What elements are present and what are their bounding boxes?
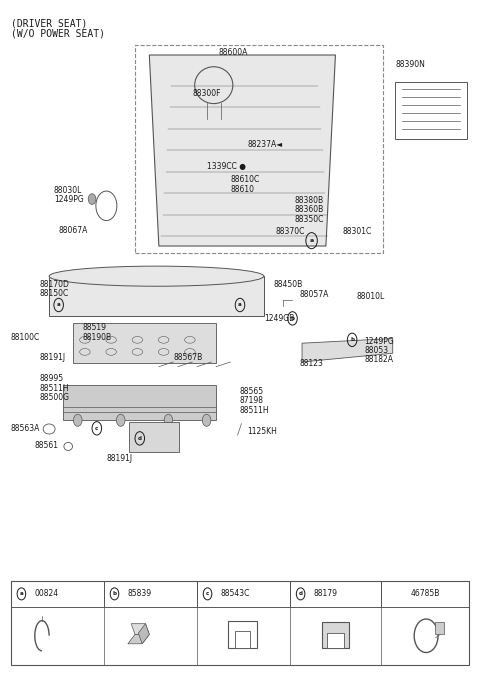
- Bar: [322, 623, 349, 648]
- Text: 00824: 00824: [35, 590, 59, 598]
- Text: 88170D: 88170D: [39, 280, 70, 289]
- Text: c: c: [206, 592, 209, 596]
- Ellipse shape: [49, 266, 264, 286]
- Text: 87198: 87198: [240, 396, 264, 405]
- Text: 88150C: 88150C: [39, 289, 69, 298]
- Text: 88561: 88561: [35, 441, 59, 450]
- Text: d: d: [138, 436, 142, 441]
- Text: 1125KH: 1125KH: [247, 427, 277, 436]
- Text: c: c: [95, 426, 98, 431]
- Text: 88301C: 88301C: [343, 227, 372, 236]
- Text: b: b: [350, 337, 354, 343]
- Text: 88100C: 88100C: [11, 332, 40, 342]
- Text: 88370C: 88370C: [276, 227, 305, 236]
- Text: a: a: [57, 302, 60, 308]
- Text: 88600A: 88600A: [218, 48, 248, 57]
- Text: 88563A: 88563A: [11, 425, 40, 433]
- Text: 88191J: 88191J: [39, 353, 66, 362]
- Polygon shape: [128, 635, 149, 644]
- Text: 88500G: 88500G: [39, 393, 70, 402]
- Text: 88995: 88995: [39, 374, 64, 383]
- FancyBboxPatch shape: [129, 421, 180, 452]
- Bar: [290, 581, 381, 606]
- Text: 88450B: 88450B: [274, 280, 303, 289]
- Text: 1249PG: 1249PG: [54, 195, 84, 205]
- Bar: [11, 581, 104, 606]
- Polygon shape: [49, 276, 264, 316]
- Text: 88053: 88053: [364, 346, 388, 355]
- Bar: [11, 581, 469, 665]
- Polygon shape: [131, 624, 149, 635]
- Text: 88511H: 88511H: [240, 406, 270, 415]
- Bar: [228, 621, 257, 648]
- Text: 88010L: 88010L: [357, 292, 385, 301]
- Text: 88567B: 88567B: [173, 353, 203, 362]
- Text: 88380B: 88380B: [295, 196, 324, 205]
- Text: 88350C: 88350C: [295, 215, 324, 223]
- Text: b: b: [290, 316, 295, 321]
- Text: 88067A: 88067A: [59, 226, 88, 235]
- FancyBboxPatch shape: [73, 323, 216, 363]
- Text: 88190B: 88190B: [83, 332, 112, 342]
- Text: 88543C: 88543C: [221, 590, 250, 598]
- FancyBboxPatch shape: [63, 386, 216, 420]
- Circle shape: [164, 415, 173, 426]
- Circle shape: [202, 415, 211, 426]
- Circle shape: [73, 415, 82, 426]
- Text: 88610C: 88610C: [230, 175, 260, 184]
- Text: 1249GB: 1249GB: [264, 314, 294, 323]
- Text: 1249PG: 1249PG: [364, 336, 394, 346]
- Bar: [327, 633, 344, 648]
- Text: 46785B: 46785B: [410, 590, 440, 598]
- Text: 88511H: 88511H: [39, 384, 69, 392]
- Text: (DRIVER SEAT): (DRIVER SEAT): [11, 18, 87, 28]
- Circle shape: [116, 415, 125, 426]
- Text: 88123: 88123: [300, 359, 324, 369]
- Bar: [435, 623, 444, 635]
- Text: 88237A◄: 88237A◄: [247, 140, 282, 149]
- Text: 88610: 88610: [230, 184, 254, 194]
- Text: 88179: 88179: [314, 590, 338, 598]
- Text: 88390N: 88390N: [395, 60, 425, 69]
- Circle shape: [88, 194, 96, 205]
- Text: 1339CC ●: 1339CC ●: [206, 162, 245, 172]
- Polygon shape: [302, 339, 393, 362]
- Bar: [235, 631, 250, 648]
- Text: (W/O POWER SEAT): (W/O POWER SEAT): [11, 28, 105, 38]
- Text: 88519: 88519: [83, 323, 107, 332]
- Text: a: a: [310, 238, 313, 243]
- Text: a: a: [238, 302, 242, 308]
- Bar: [381, 581, 469, 606]
- Text: a: a: [20, 592, 24, 596]
- Text: d: d: [299, 592, 302, 596]
- Bar: [197, 581, 290, 606]
- Bar: [104, 581, 197, 606]
- Text: 88565: 88565: [240, 387, 264, 396]
- Text: 88182A: 88182A: [364, 355, 393, 365]
- Text: 88030L: 88030L: [54, 186, 82, 195]
- Polygon shape: [138, 624, 149, 644]
- Text: 88300F: 88300F: [192, 90, 221, 98]
- Text: b: b: [112, 592, 117, 596]
- Text: 88191J: 88191J: [107, 454, 132, 463]
- Text: 88057A: 88057A: [300, 291, 329, 299]
- Text: 88360B: 88360B: [295, 205, 324, 214]
- Polygon shape: [149, 55, 336, 246]
- Text: 85839: 85839: [128, 590, 152, 598]
